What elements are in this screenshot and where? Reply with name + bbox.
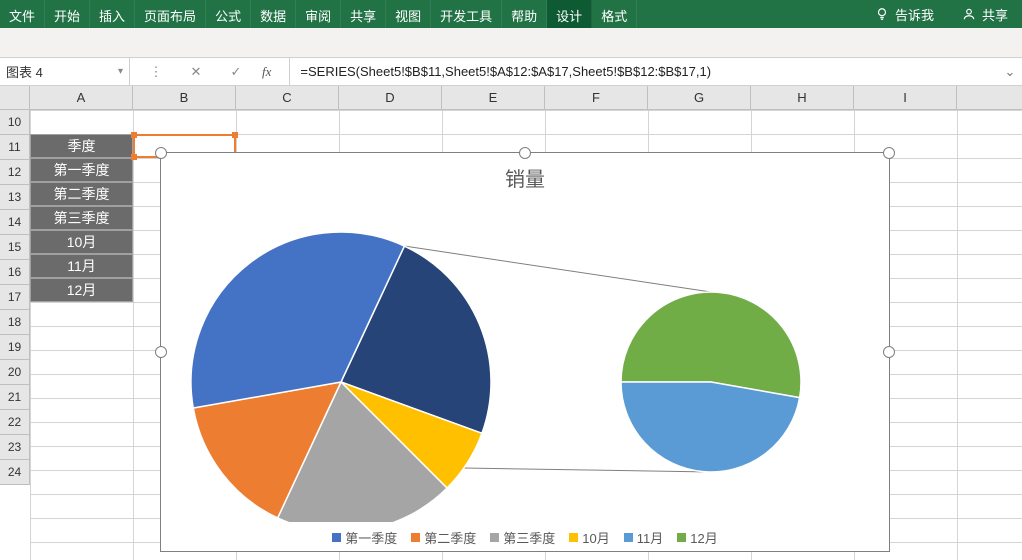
column-header[interactable]: E: [442, 86, 545, 109]
resize-handle[interactable]: [155, 147, 167, 159]
legend-item[interactable]: 第二季度: [411, 528, 476, 547]
ribbon-tab[interactable]: 文件: [0, 0, 45, 28]
formula-input[interactable]: =SERIES(Sheet5!$B$11,Sheet5!$A$12:$A$17,…: [290, 58, 998, 85]
row-header[interactable]: 14: [0, 210, 30, 235]
data-cell[interactable]: 第二季度: [30, 182, 133, 206]
legend-swatch: [624, 533, 633, 542]
ribbon-tab[interactable]: 公式: [206, 0, 251, 28]
row-header[interactable]: 17: [0, 285, 30, 310]
column-header[interactable]: A: [30, 86, 133, 109]
legend-item[interactable]: 第一季度: [332, 528, 397, 547]
resize-handle[interactable]: [519, 147, 531, 159]
data-header-cell[interactable]: 季度: [30, 134, 133, 158]
pie-svg: [161, 192, 891, 522]
name-box[interactable]: 图表 4 ▾: [0, 58, 130, 85]
ribbon-tab[interactable]: 视图: [386, 0, 431, 28]
formula-expand-icon[interactable]: ⌄: [998, 64, 1022, 80]
row-header[interactable]: 10: [0, 110, 30, 135]
column-header[interactable]: D: [339, 86, 442, 109]
name-box-value: 图表 4: [6, 62, 43, 81]
legend-swatch: [490, 533, 499, 542]
data-cell[interactable]: 12月: [30, 278, 133, 302]
ribbon-tab[interactable]: 开始: [45, 0, 90, 28]
toolbar-strip: [0, 28, 1022, 58]
chevron-down-icon[interactable]: ▾: [118, 66, 123, 77]
column-header[interactable]: H: [751, 86, 854, 109]
row-header[interactable]: 15: [0, 235, 30, 260]
chart-plot-area[interactable]: [161, 192, 889, 522]
data-column-a: 季度 第一季度第二季度第三季度10月11月12月: [30, 134, 133, 302]
ribbon-tab[interactable]: 审阅: [296, 0, 341, 28]
ribbon-tab[interactable]: 设计: [547, 0, 592, 28]
legend-item[interactable]: 10月: [569, 528, 609, 547]
legend-label: 10月: [582, 528, 609, 547]
ribbon-tab[interactable]: 数据: [251, 0, 296, 28]
ribbon-tab[interactable]: 格式: [592, 0, 637, 28]
legend-label: 第二季度: [424, 528, 476, 547]
data-cell[interactable]: 第三季度: [30, 206, 133, 230]
row-header[interactable]: 13: [0, 185, 30, 210]
row-header[interactable]: 22: [0, 410, 30, 435]
legend-item[interactable]: 11月: [624, 528, 664, 547]
data-cell[interactable]: 11月: [30, 254, 133, 278]
ribbon-tab[interactable]: 页面布局: [135, 0, 206, 28]
resize-handle[interactable]: [883, 147, 895, 159]
row-header[interactable]: 19: [0, 335, 30, 360]
legend-swatch: [677, 533, 686, 542]
ribbon-tab[interactable]: 共享: [341, 0, 386, 28]
cancel-icon[interactable]: ✕: [182, 64, 210, 80]
data-cell[interactable]: 第一季度: [30, 158, 133, 182]
formula-icons: ⋮ ✕ ✓ fx: [130, 58, 290, 85]
row-header[interactable]: 23: [0, 435, 30, 460]
row-headers: 101112131415161718192021222324: [0, 110, 30, 485]
formula-text: =SERIES(Sheet5!$B$11,Sheet5!$A$12:$A$17,…: [300, 64, 711, 79]
column-header[interactable]: C: [236, 86, 339, 109]
lightbulb-icon: [875, 7, 889, 21]
column-header[interactable]: I: [854, 86, 957, 109]
share-label: 共享: [982, 5, 1008, 24]
embedded-chart[interactable]: 销量 第一季度第二季度第三季度10月11月12月: [160, 152, 890, 552]
row-header[interactable]: 12: [0, 160, 30, 185]
tellme-box[interactable]: 告诉我: [861, 0, 948, 28]
column-header[interactable]: G: [648, 86, 751, 109]
chart-legend[interactable]: 第一季度 第二季度 第三季度 10月 11月 12月: [161, 528, 889, 547]
ribbon-spacer: [637, 0, 861, 28]
legend-label: 第三季度: [503, 528, 555, 547]
formula-bar-row: 图表 4 ▾ ⋮ ✕ ✓ fx =SERIES(Sheet5!$B$11,She…: [0, 58, 1022, 86]
column-header[interactable]: B: [133, 86, 236, 109]
worksheet-grid[interactable]: 101112131415161718192021222324 季度 第一季度第二…: [0, 110, 1022, 560]
legend-label: 12月: [690, 528, 717, 547]
legend-label: 11月: [637, 528, 664, 547]
more-icon[interactable]: ⋮: [142, 64, 170, 80]
select-all-corner[interactable]: [0, 86, 30, 109]
ribbon: 文件开始插入页面布局公式数据审阅共享视图开发工具帮助设计格式 告诉我 共享: [0, 0, 1022, 28]
share-button[interactable]: 共享: [948, 0, 1022, 28]
row-header[interactable]: 24: [0, 460, 30, 485]
column-header[interactable]: F: [545, 86, 648, 109]
legend-label: 第一季度: [345, 528, 397, 547]
data-cell[interactable]: 10月: [30, 230, 133, 254]
row-header[interactable]: 18: [0, 310, 30, 335]
person-icon: [962, 7, 976, 21]
ribbon-tab[interactable]: 开发工具: [431, 0, 502, 28]
row-header[interactable]: 21: [0, 385, 30, 410]
legend-swatch: [411, 533, 420, 542]
ribbon-tabs: 文件开始插入页面布局公式数据审阅共享视图开发工具帮助设计格式: [0, 0, 637, 28]
row-header[interactable]: 11: [0, 135, 30, 160]
column-header-cells: ABCDEFGHI: [30, 86, 957, 109]
legend-swatch: [569, 533, 578, 542]
fx-icon[interactable]: fx: [262, 64, 277, 80]
row-header[interactable]: 16: [0, 260, 30, 285]
legend-item[interactable]: 12月: [677, 528, 717, 547]
row-header[interactable]: 20: [0, 360, 30, 385]
column-headers: ABCDEFGHI: [0, 86, 1022, 110]
legend-swatch: [332, 533, 341, 542]
tellme-label: 告诉我: [895, 5, 934, 24]
legend-item[interactable]: 第三季度: [490, 528, 555, 547]
ribbon-tab[interactable]: 帮助: [502, 0, 547, 28]
ribbon-tab[interactable]: 插入: [90, 0, 135, 28]
accept-icon[interactable]: ✓: [222, 64, 250, 80]
